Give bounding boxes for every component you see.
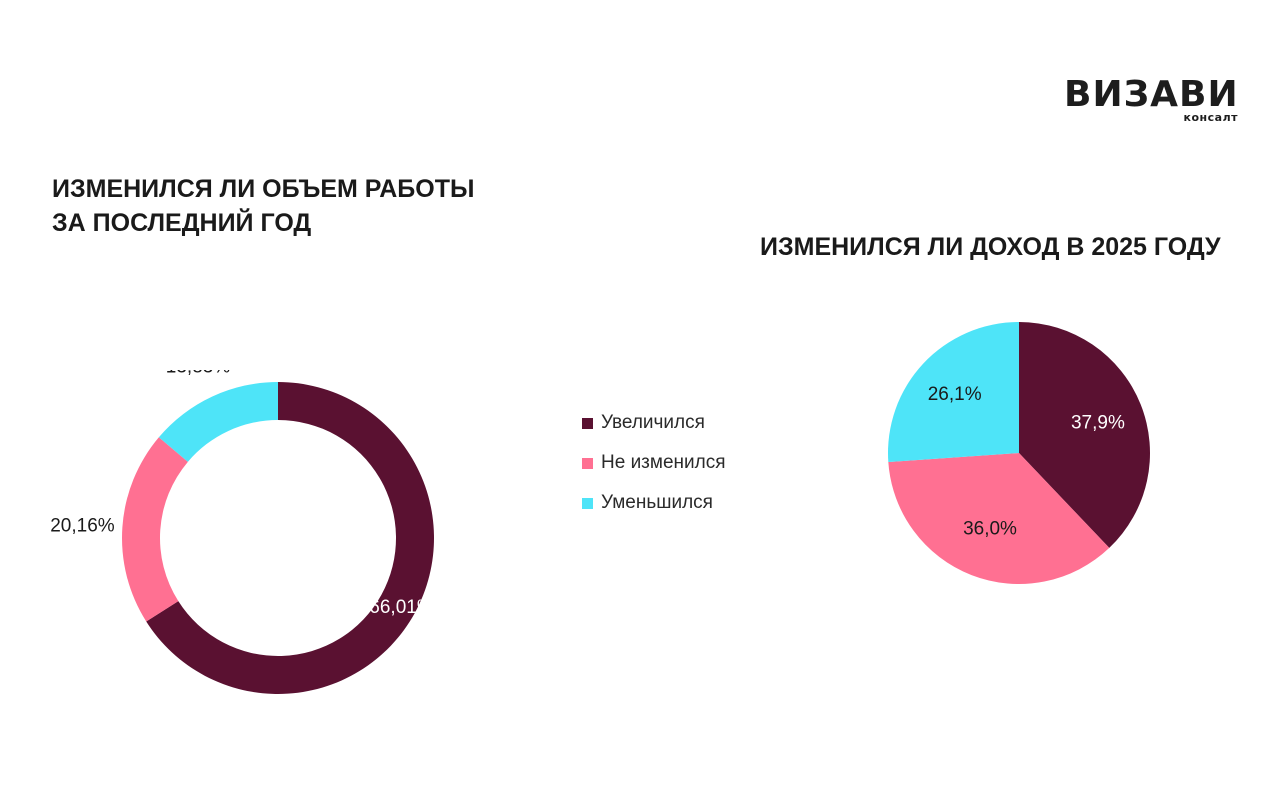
donut-chart-work-volume: 66,01% 20,16% 13,83% [50, 370, 434, 694]
legend-label-increased: Увеличился [601, 412, 705, 433]
donut-label-decreased: 13,83% [166, 370, 231, 378]
legend-label-unchanged: Не изменился [601, 452, 726, 473]
pie-label-unchanged: 36,0% [963, 519, 1017, 540]
pie-label-decreased: 26,1% [928, 384, 982, 405]
legend-swatch-unchanged [582, 457, 593, 469]
legend-item-decreased: Уменьшился [582, 483, 726, 523]
legend-item-increased: Увеличился [582, 403, 726, 443]
pie-chart-income: 37,9% 36,0% 26,1% [888, 322, 1150, 584]
chart-legend: Увеличился Не изменился Уменьшился [582, 403, 726, 523]
donut-slice-decreased [158, 382, 278, 462]
pie-slice-unchanged [888, 453, 1110, 584]
legend-item-unchanged: Не изменился [582, 443, 726, 483]
chart-title-income: ИЗМЕНИЛСЯ ЛИ ДОХОД В 2025 ГОДУ [760, 233, 1221, 261]
pie-slice-increased [1019, 322, 1150, 548]
legend-swatch-increased [582, 417, 593, 429]
legend-label-decreased: Уменьшился [601, 492, 713, 513]
donut-label-increased: 66,01% [369, 597, 434, 618]
legend-swatch-decreased [582, 497, 593, 509]
brand-logo: ВИЗАВИ консалт [1064, 74, 1244, 130]
donut-slice-unchanged [121, 437, 188, 622]
logo-subtitle: консалт [1183, 111, 1238, 124]
pie-label-increased: 37,9% [1071, 412, 1125, 433]
chart-title-work-volume: ИЗМЕНИЛСЯ ЛИ ОБЪЕМ РАБОТЫ ЗА ПОСЛЕДНИЙ Г… [52, 175, 475, 237]
pie-slice-decreased [888, 322, 1019, 463]
logo-word: ВИЗАВИ [1064, 74, 1239, 115]
donut-label-unchanged: 20,16% [50, 516, 115, 537]
